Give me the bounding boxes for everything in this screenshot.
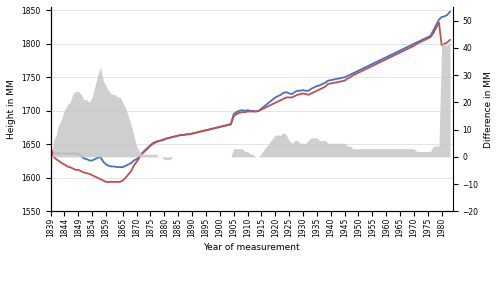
Y-axis label: Difference in MM: Difference in MM: [484, 71, 493, 148]
Y-axis label: Height in MM: Height in MM: [7, 79, 16, 139]
Legend: Difference, Born Jan/Feb/Mar, Born Oct/Nov/Dec: Difference, Born Jan/Feb/Mar, Born Oct/N…: [130, 299, 374, 302]
X-axis label: Year of measurement: Year of measurement: [204, 243, 300, 252]
